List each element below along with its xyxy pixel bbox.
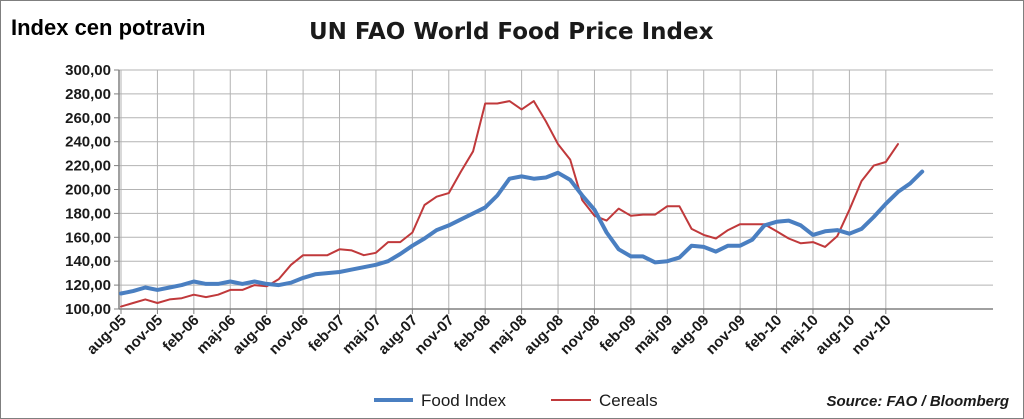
x-tick-label: aug-09 — [666, 312, 712, 358]
x-tick-label: aug-05 — [84, 312, 130, 358]
x-tick-label: nov-10 — [848, 312, 894, 358]
legend-label-cereals: Cereals — [599, 391, 658, 410]
y-tick-label: 180,00 — [65, 205, 111, 222]
x-tick-label: nov-08 — [557, 312, 603, 358]
source-note: Source: FAO / Bloomberg — [826, 393, 1009, 410]
series-lines — [119, 100, 925, 308]
x-tick-label: aug-07 — [375, 312, 421, 358]
x-tick-label: maj-09 — [630, 312, 676, 358]
series-line-food-index — [119, 169, 925, 296]
y-tick-label: 120,00 — [65, 277, 111, 294]
x-tick-label: nov-05 — [120, 312, 166, 358]
x-tick-label: maj-06 — [193, 312, 239, 358]
y-tick-label: 260,00 — [65, 110, 111, 127]
x-axis-ticks: aug-05nov-05feb-06maj-06aug-06nov-06feb-… — [84, 309, 895, 358]
x-tick-label: maj-10 — [776, 312, 822, 358]
y-axis-ticks: 100,00 120,00 140,00 160,00 180,00 200,00 220,… — [65, 62, 119, 318]
y-tick-label: 240,00 — [65, 134, 111, 151]
x-tick-label: maj-07 — [339, 312, 385, 358]
y-tick-label: 300,00 — [65, 62, 111, 79]
x-tick-label: nov-09 — [703, 312, 749, 358]
x-tick-label: nov-07 — [411, 312, 457, 358]
y-tick-label: 160,00 — [65, 229, 111, 246]
legend-label-food-index: Food Index — [421, 391, 507, 410]
gridlines — [119, 69, 993, 310]
x-tick-label: aug-08 — [521, 312, 567, 358]
y-tick-label: 200,00 — [65, 182, 111, 199]
chart-title: UN FAO World Food Price Index — [309, 19, 714, 45]
y-tick-label: 220,00 — [65, 158, 111, 175]
x-tick-label: aug-06 — [229, 312, 275, 358]
series-line-cereals — [120, 100, 899, 308]
y-tick-label: 140,00 — [65, 253, 111, 270]
legend: Food Index Cereals — [374, 391, 658, 410]
x-tick-label: maj-08 — [485, 312, 531, 358]
corner-title: Index cen potravin — [11, 15, 206, 40]
x-tick-label: aug-10 — [812, 312, 858, 358]
y-tick-label: 280,00 — [65, 86, 111, 103]
x-tick-label: nov-06 — [266, 312, 312, 358]
y-tick-label: 100,00 — [65, 301, 111, 318]
